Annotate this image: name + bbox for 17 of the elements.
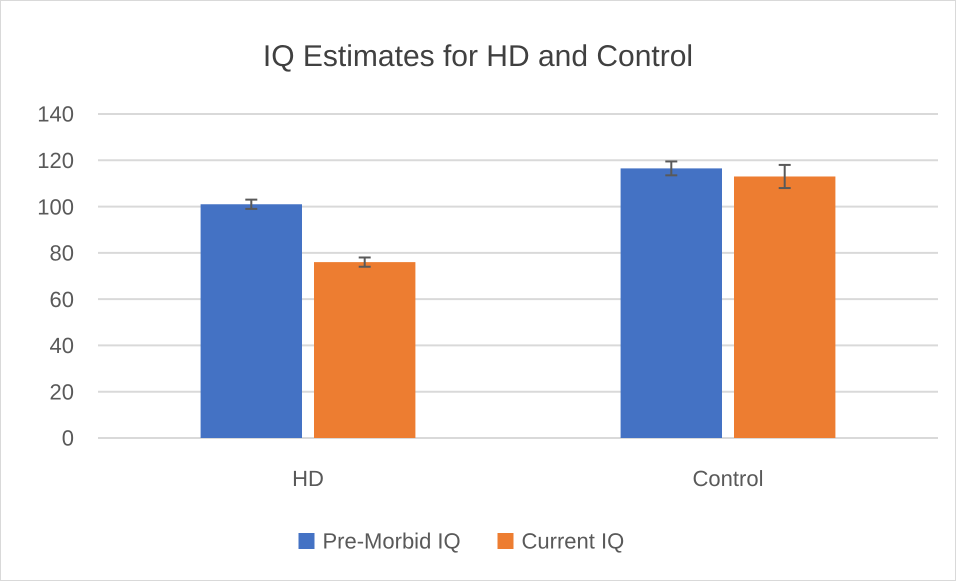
legend-label: Pre-Morbid IQ [322, 528, 461, 554]
bar [620, 168, 722, 438]
bar [314, 262, 416, 438]
y-tick-label: 100 [37, 194, 74, 220]
y-tick-label: 80 [50, 240, 74, 266]
y-tick-label: 140 [37, 102, 74, 127]
bar [734, 176, 836, 438]
y-tick-label: 60 [50, 286, 74, 312]
y-tick-label: 0 [62, 426, 74, 451]
y-tick-label: 40 [50, 333, 74, 358]
y-tick-label: 120 [37, 148, 74, 173]
x-tick-label: HD [292, 466, 324, 491]
chart-title: IQ Estimates for HD and Control [262, 40, 694, 73]
y-tick-label: 20 [50, 379, 74, 404]
x-tick-label: Control [692, 466, 764, 491]
legend-label: Current IQ [522, 528, 624, 554]
bar [200, 204, 302, 438]
